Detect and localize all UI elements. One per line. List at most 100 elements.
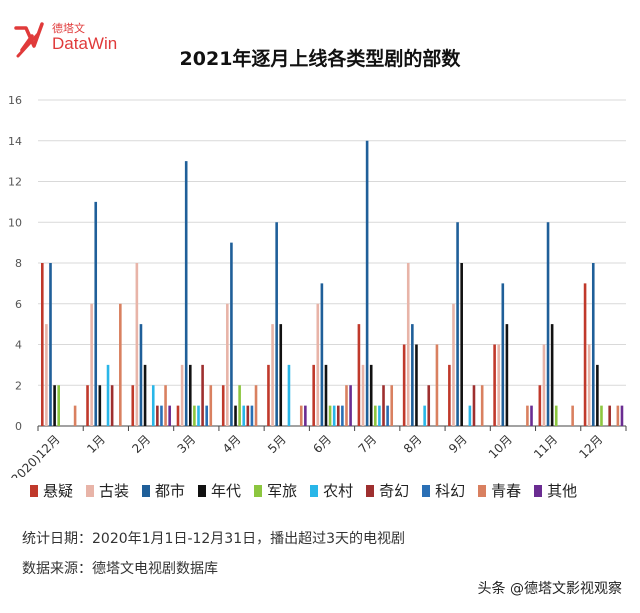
bar-都市 xyxy=(546,222,550,426)
x-tick-label: (2020)12月 xyxy=(5,432,62,478)
bar-古装 xyxy=(180,364,184,426)
bar-都市 xyxy=(591,263,595,426)
bar-青春 xyxy=(571,405,574,426)
bar-悬疑 xyxy=(538,385,542,426)
y-tick-label: 14 xyxy=(8,135,22,148)
bar-悬疑 xyxy=(357,324,361,426)
bar-奇幻 xyxy=(608,405,611,426)
legend-label: 科幻 xyxy=(435,482,466,500)
watermark: 头条 @德塔文影视观察 xyxy=(478,578,622,598)
bar-都市 xyxy=(49,263,52,426)
y-tick-label: 12 xyxy=(8,176,22,189)
bar-年代 xyxy=(550,324,554,426)
bar-悬疑 xyxy=(267,364,270,426)
bar-古装 xyxy=(271,324,274,426)
bar-其他 xyxy=(304,405,307,426)
x-tick-label: 2月 xyxy=(129,432,153,456)
bar-科幻 xyxy=(341,405,344,426)
bar-年代 xyxy=(415,344,418,426)
bar-农村 xyxy=(287,364,291,426)
bar-奇幻 xyxy=(472,385,476,426)
bar-奇幻 xyxy=(201,364,204,426)
x-tick-label: 7月 xyxy=(356,432,380,456)
legend-label: 都市 xyxy=(155,482,186,500)
bar-青春 xyxy=(254,385,258,426)
bar-悬疑 xyxy=(41,263,44,426)
bar-青春 xyxy=(119,303,122,426)
bar-农村 xyxy=(378,405,381,426)
bar-古装 xyxy=(542,344,546,426)
y-tick-label: 16 xyxy=(8,94,22,107)
y-tick-label: 4 xyxy=(15,339,22,352)
bar-奇幻 xyxy=(427,385,431,426)
bar-都市 xyxy=(184,161,188,426)
bar-奇幻 xyxy=(382,385,385,426)
x-tick-label: 1月 xyxy=(84,432,108,456)
bar-古装 xyxy=(226,303,229,426)
bar-军旅 xyxy=(328,405,332,426)
legend-item: 军旅 xyxy=(254,480,297,501)
legend-item: 奇幻 xyxy=(366,480,409,501)
x-tick-label: 5月 xyxy=(265,432,289,456)
bar-其他 xyxy=(530,405,533,426)
bar-青春 xyxy=(73,405,77,426)
bar-农村 xyxy=(151,385,155,426)
bar-青春 xyxy=(526,405,529,426)
bar-科幻 xyxy=(250,405,254,426)
chart-title: 2021年逐月上线各类型剧的部数 xyxy=(179,48,461,70)
bar-古装 xyxy=(452,303,455,426)
bar-农村 xyxy=(423,405,426,426)
chart-legend: 悬疑 古装 都市 年代 军旅 农村 奇幻 科幻 青春 其他 xyxy=(30,480,630,501)
bar-悬疑 xyxy=(221,385,225,426)
legend-swatch xyxy=(86,484,95,497)
x-tick-label: 8月 xyxy=(401,432,425,456)
bar-奇幻 xyxy=(246,405,250,426)
bar-青春 xyxy=(164,385,167,426)
legend-item: 年代 xyxy=(198,480,241,501)
legend-label: 奇幻 xyxy=(379,482,410,500)
x-tick-label: 10月 xyxy=(486,432,515,461)
bar-都市 xyxy=(411,324,414,426)
bar-古装 xyxy=(316,303,320,426)
bar-古装 xyxy=(45,324,48,426)
bar-其他 xyxy=(168,405,171,426)
bar-年代 xyxy=(505,324,509,426)
bar-年代 xyxy=(324,364,328,426)
bar-年代 xyxy=(596,364,599,426)
bar-都市 xyxy=(94,201,98,426)
bar-其他 xyxy=(349,385,352,426)
bar-其他 xyxy=(620,405,624,426)
bar-农村 xyxy=(332,405,336,426)
bar-青春 xyxy=(299,405,303,426)
bar-年代 xyxy=(234,405,237,426)
bar-科幻 xyxy=(386,405,389,426)
bar-都市 xyxy=(320,283,324,426)
bar-悬疑 xyxy=(448,364,451,426)
legend-label: 农村 xyxy=(323,482,354,500)
bar-古装 xyxy=(587,344,591,426)
legend-label: 青春 xyxy=(491,482,522,500)
bar-都市 xyxy=(230,242,233,426)
bar-奇幻 xyxy=(156,405,159,426)
y-tick-label: 6 xyxy=(15,298,22,311)
y-tick-label: 10 xyxy=(8,216,22,229)
legend-item: 都市 xyxy=(142,480,185,501)
y-tick-label: 2 xyxy=(15,379,22,392)
source-note: 数据来源：德塔文电视剧数据库 xyxy=(22,561,218,577)
bar-悬疑 xyxy=(583,283,587,426)
bar-农村 xyxy=(468,405,472,426)
x-tick-label: 4月 xyxy=(220,432,244,456)
date-note: 统计日期：2020年1月1日-12月31日，播出超过3天的电视剧 xyxy=(22,531,406,547)
bar-科幻 xyxy=(205,405,208,426)
bar-古装 xyxy=(406,263,410,426)
bar-都市 xyxy=(139,324,143,426)
bar-chart: 0 2 4 6 8 10 12 14 16 (2020)12月 1月 2月 3月 4月 5月 6月 7月 8月 9月… xyxy=(5,94,627,478)
bar-悬疑 xyxy=(312,364,315,426)
legend-swatch xyxy=(422,484,431,497)
x-tick-label: 3月 xyxy=(175,432,199,456)
bar-都市 xyxy=(275,222,278,426)
bar-都市 xyxy=(501,283,505,426)
bar-奇幻 xyxy=(336,405,340,426)
bar-古装 xyxy=(90,303,93,426)
bar-都市 xyxy=(456,222,459,426)
